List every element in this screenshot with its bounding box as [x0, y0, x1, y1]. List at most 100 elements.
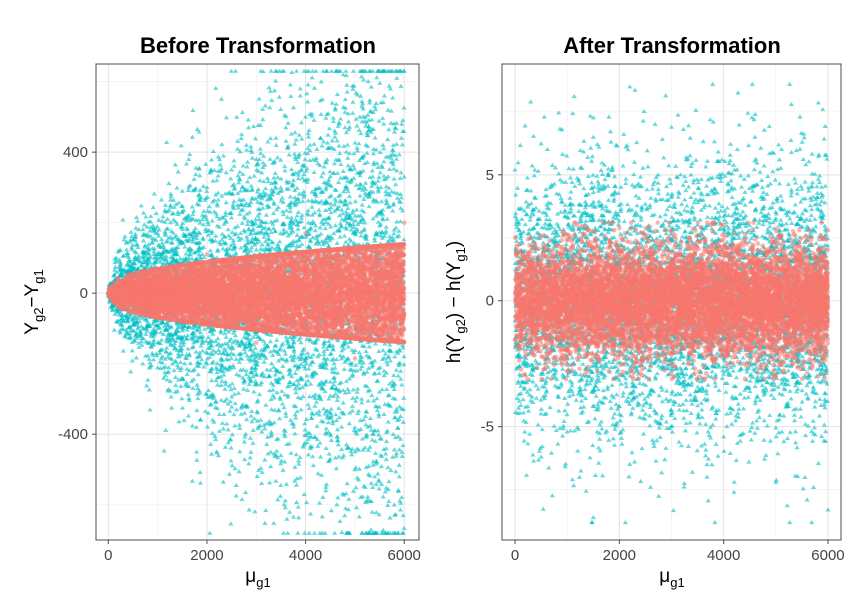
data-point-triangle [388, 155, 394, 160]
data-point-triangle [186, 397, 192, 403]
data-point-triangle [154, 365, 161, 370]
data-point-triangle [372, 341, 379, 346]
data-point-triangle [261, 338, 267, 343]
data-point-triangle [209, 218, 215, 223]
data-point-triangle [209, 378, 215, 383]
data-point-triangle [156, 350, 163, 355]
data-point-triangle [185, 392, 191, 397]
data-point-triangle [370, 462, 376, 467]
data-point-triangle [268, 230, 274, 235]
data-point-triangle [324, 140, 331, 145]
data-point-triangle [311, 169, 317, 175]
data-point-triangle [385, 136, 391, 142]
data-point-triangle [374, 407, 380, 413]
data-point-triangle [245, 117, 251, 122]
data-point-triangle [334, 170, 341, 175]
data-point-triangle [128, 229, 134, 234]
data-point-triangle [286, 441, 292, 446]
data-point-triangle [169, 240, 175, 245]
data-point-triangle [355, 386, 361, 391]
data-point-triangle [292, 412, 298, 417]
data-point-triangle [223, 382, 229, 387]
data-point-triangle [386, 498, 392, 504]
data-point-triangle [309, 359, 315, 364]
data-point-triangle [276, 407, 282, 412]
data-point-triangle [267, 249, 273, 254]
data-point-triangle [138, 323, 144, 328]
data-point-triangle [164, 345, 170, 350]
data-point-triangle [243, 490, 249, 495]
data-point-triangle [199, 251, 205, 257]
data-point-triangle [391, 372, 397, 378]
data-point-triangle [294, 232, 300, 238]
data-point-triangle [311, 141, 317, 146]
data-point-triangle [345, 344, 351, 349]
data-point-triangle [145, 247, 152, 252]
data-point-triangle [248, 144, 254, 149]
data-point-triangle [376, 370, 382, 376]
data-point-triangle [380, 142, 386, 147]
data-point-triangle [246, 507, 252, 512]
data-point-triangle [205, 232, 211, 237]
data-point-triangle [325, 179, 331, 184]
data-point-triangle [204, 356, 210, 361]
data-point-triangle [299, 212, 305, 217]
panel-title: Before Transformation [140, 33, 376, 58]
data-point-triangle [219, 231, 226, 236]
data-point-triangle [177, 353, 183, 358]
data-point-triangle [147, 407, 153, 412]
data-point-triangle [365, 112, 371, 117]
data-point-triangle [356, 514, 362, 519]
panel-before: Before Transformation 0 2000 4000 6000-4000… [22, 33, 421, 590]
data-point-triangle [328, 406, 334, 411]
data-point-triangle [346, 193, 353, 199]
data-point-triangle [213, 449, 220, 454]
data-point-triangle [120, 217, 126, 222]
data-point-triangle [339, 207, 345, 212]
data-point-triangle [313, 410, 320, 416]
data-point-triangle [328, 210, 334, 215]
data-point-triangle [263, 402, 269, 407]
data-point-triangle [268, 68, 274, 73]
data-point-triangle [204, 361, 210, 366]
data-point-triangle [351, 166, 358, 171]
data-point-triangle [305, 134, 312, 139]
data-point-triangle [218, 328, 224, 333]
data-point-triangle [359, 400, 365, 405]
data-point-triangle [279, 401, 286, 406]
data-point-triangle [399, 449, 405, 454]
data-point-triangle [132, 231, 139, 236]
data-point-triangle [370, 151, 377, 156]
data-point-triangle [309, 189, 315, 194]
data-point-triangle [400, 443, 406, 448]
data-point-triangle [390, 142, 396, 147]
data-point-triangle [383, 359, 390, 364]
data-point-triangle [360, 101, 366, 106]
data-point-triangle [312, 228, 318, 233]
data-point-triangle [250, 440, 256, 445]
data-point-triangle [276, 94, 282, 99]
data-point-triangle [270, 225, 277, 230]
data-point-triangle [209, 430, 216, 436]
data-point-triangle [309, 212, 316, 217]
data-point-triangle [128, 245, 135, 250]
data-point-triangle [122, 234, 128, 239]
data-point-triangle [245, 125, 252, 130]
data-point-triangle [228, 445, 234, 450]
data-point-triangle [143, 326, 150, 331]
data-point-triangle [294, 213, 300, 218]
data-point-triangle [365, 494, 371, 499]
data-point-triangle [159, 218, 165, 223]
data-point-triangle [194, 449, 200, 454]
data-point-triangle [116, 257, 123, 262]
data-point-triangle [248, 183, 254, 188]
data-point-triangle [260, 160, 266, 165]
data-point-triangle [158, 329, 164, 335]
data-point-triangle [396, 152, 402, 157]
data-point-triangle [309, 68, 316, 73]
data-point-triangle [310, 462, 316, 468]
data-point-triangle [287, 380, 293, 385]
data-point-triangle [282, 164, 288, 169]
data-point-triangle [313, 399, 320, 404]
data-point-triangle [208, 369, 214, 374]
